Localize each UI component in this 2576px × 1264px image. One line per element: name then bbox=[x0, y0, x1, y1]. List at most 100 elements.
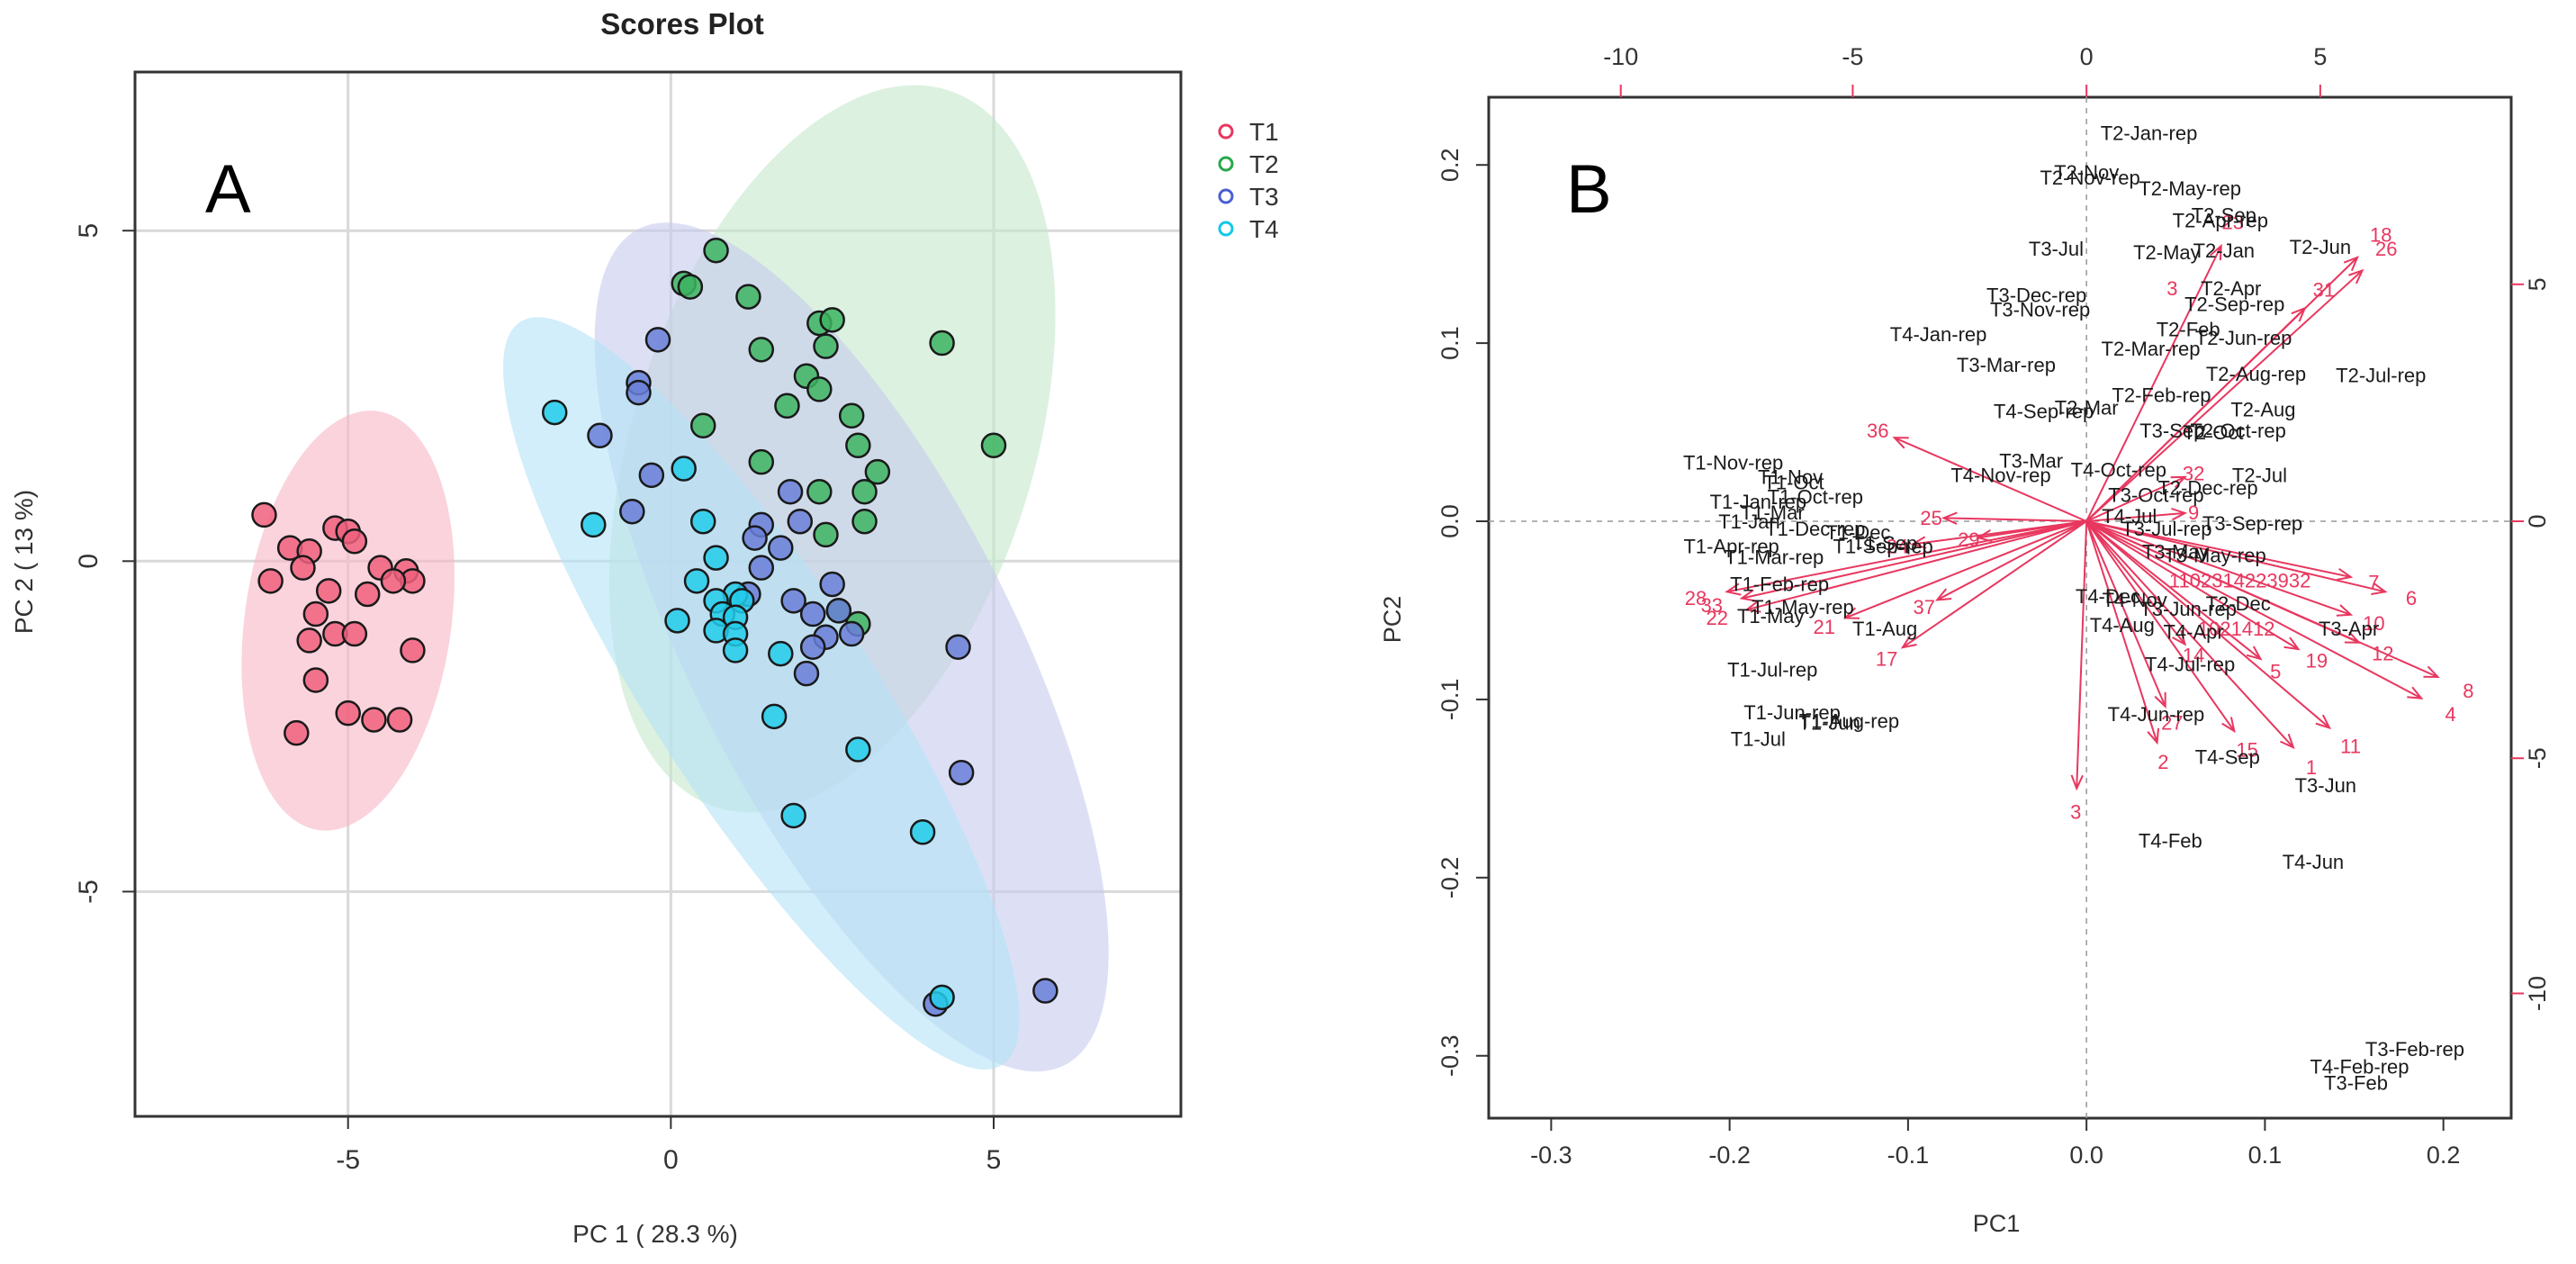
score-label: T2-Oct-rep bbox=[2190, 420, 2285, 442]
score-label: T4-Jan-rep bbox=[1890, 323, 1987, 346]
top-tick-label: 0 bbox=[2080, 43, 2094, 70]
score-label: T4-Sep bbox=[2195, 745, 2260, 768]
score-label: T4-Feb bbox=[2139, 829, 2202, 852]
data-point-t4 bbox=[703, 545, 729, 571]
data-point-t1 bbox=[380, 568, 407, 594]
score-label: T1-Jun-rep bbox=[1743, 701, 1841, 724]
score-label: T3-Sep bbox=[2139, 420, 2204, 442]
legend-label-t2: T2 bbox=[1249, 150, 1279, 178]
loading-arrow bbox=[2085, 520, 2330, 729]
bottom-tick-label: -0.3 bbox=[1530, 1142, 1572, 1169]
score-label: T2-May-rep bbox=[2139, 177, 2241, 200]
loading-label: 19 bbox=[2306, 649, 2328, 672]
loading-label: 31 bbox=[2313, 279, 2335, 302]
data-point-t1 bbox=[341, 620, 368, 647]
legend-marker-t4 bbox=[1218, 221, 1234, 237]
score-label: T4-Feb-rep bbox=[2310, 1056, 2409, 1079]
data-point-t2 bbox=[813, 333, 839, 359]
loading-arrow bbox=[1943, 517, 2087, 523]
left-tick-label: -0.2 bbox=[1437, 857, 1464, 899]
data-point-t2 bbox=[980, 432, 1007, 459]
score-label: T1-May-rep bbox=[1752, 596, 1854, 618]
y-tick-label: -5 bbox=[74, 880, 104, 904]
data-point-t3 bbox=[787, 508, 814, 535]
score-label: T2-Dec-rep bbox=[2157, 476, 2257, 499]
loading-arrowhead bbox=[1941, 511, 1958, 525]
score-label: T1-Apr-rep bbox=[1683, 536, 1779, 558]
score-label: T1-May bbox=[1737, 605, 1805, 627]
score-label: T3-Jul bbox=[2029, 238, 2084, 260]
data-point-t2 bbox=[806, 478, 833, 505]
loading-label-overlap: 3 bbox=[2166, 277, 2177, 300]
data-point-t3 bbox=[644, 327, 671, 353]
loading-label-overlap: 1021412 bbox=[2198, 618, 2275, 640]
score-label: T1-Jul-rep bbox=[1727, 658, 1817, 681]
score-label: T4-Apr bbox=[2163, 621, 2223, 644]
loading-arrowhead bbox=[2348, 268, 2364, 284]
loading-arrowhead bbox=[2283, 637, 2301, 651]
data-point-t2 bbox=[864, 458, 891, 485]
score-label: T2-Feb-rep bbox=[2112, 384, 2211, 407]
loading-label: 28 bbox=[1685, 587, 1707, 609]
data-point-t1 bbox=[315, 578, 342, 604]
loading-label: 2 bbox=[2157, 751, 2168, 773]
score-label: T2-Mar bbox=[2055, 396, 2119, 419]
score-label: T1-Jul bbox=[1731, 727, 1786, 750]
loading-arrowhead bbox=[2336, 604, 2354, 617]
loading-label: 18 bbox=[2370, 223, 2391, 246]
loading-arrowhead bbox=[2280, 733, 2295, 750]
loading-arrowhead bbox=[2209, 243, 2222, 261]
data-point-t4 bbox=[909, 819, 936, 845]
data-point-t3 bbox=[780, 588, 806, 614]
loading-arrowhead bbox=[2170, 475, 2187, 489]
y-axis-label: PC 2 ( 13 %) bbox=[10, 490, 38, 634]
loading-label: 22 bbox=[1707, 607, 1728, 629]
score-label: T4-Jun bbox=[2283, 851, 2344, 873]
data-point-t2 bbox=[813, 521, 839, 548]
data-point-t3 bbox=[587, 422, 613, 449]
panel-label-a: A bbox=[205, 151, 251, 228]
score-label: T2-Feb bbox=[2157, 318, 2220, 340]
scores-plot-ticks: -5 0 5 -5 0 5 bbox=[74, 223, 1001, 1175]
loading-label: 11 bbox=[2340, 735, 2361, 757]
loading-arrowhead bbox=[2423, 665, 2440, 679]
loading-arrow bbox=[2085, 245, 2222, 522]
right-tick-label: 5 bbox=[2524, 277, 2551, 291]
biplot-ticks: -0.3 -0.2 -0.1 0.0 0.1 0.2 -0.3 -0.2 -0.1 0.0 0.1 0… bbox=[1437, 43, 2551, 1169]
data-point-t2 bbox=[703, 237, 729, 264]
loading-label: 26 bbox=[2375, 238, 2397, 260]
data-point-t2 bbox=[748, 448, 775, 475]
loading-arrowhead bbox=[2371, 582, 2388, 595]
top-tick-label: -5 bbox=[1842, 43, 1863, 70]
data-point-t2 bbox=[838, 402, 865, 429]
data-point-t3 bbox=[793, 660, 820, 687]
loading-label-overlap: 1102314223932 bbox=[2169, 569, 2310, 591]
score-label: T2-May bbox=[2133, 241, 2201, 264]
x-axis-label: PC 1 ( 28.3 %) bbox=[572, 1220, 738, 1248]
loading-label: 23 bbox=[2221, 212, 2243, 234]
data-point-t4 bbox=[761, 703, 788, 730]
loading-arrow bbox=[2085, 520, 2352, 616]
loading-arrowhead bbox=[1934, 588, 1952, 601]
score-label: T3-Mar bbox=[1999, 450, 2063, 473]
data-point-t1 bbox=[335, 700, 361, 727]
data-point-t2 bbox=[677, 274, 704, 300]
data-point-t4 bbox=[780, 802, 806, 829]
score-label: T3-Sep-rep bbox=[2202, 512, 2302, 535]
loading-arrow bbox=[2085, 520, 2299, 650]
biplot-y-axis-label: PC2 bbox=[1379, 596, 1406, 644]
legend: T1 T2 T3 T4 bbox=[1218, 118, 1279, 243]
loading-label: 27 bbox=[2161, 712, 2183, 735]
score-label: T2-Nov-rep bbox=[2040, 167, 2139, 189]
data-point-t4 bbox=[683, 568, 710, 594]
loading-arrowhead bbox=[1842, 607, 1860, 619]
score-label: T4-Dec bbox=[2076, 585, 2140, 608]
score-label: T4-Sep-rep bbox=[1994, 400, 2094, 422]
loading-arrowhead bbox=[2343, 256, 2359, 272]
score-label: T1-Aug-rep bbox=[1799, 710, 1899, 733]
data-point-t1 bbox=[386, 707, 413, 733]
right-tick-label: 0 bbox=[2524, 515, 2551, 528]
score-label: T3-Dec-rep bbox=[1986, 284, 2086, 307]
score-label: T2-Nov bbox=[2054, 161, 2119, 184]
data-point-t2 bbox=[735, 284, 761, 310]
